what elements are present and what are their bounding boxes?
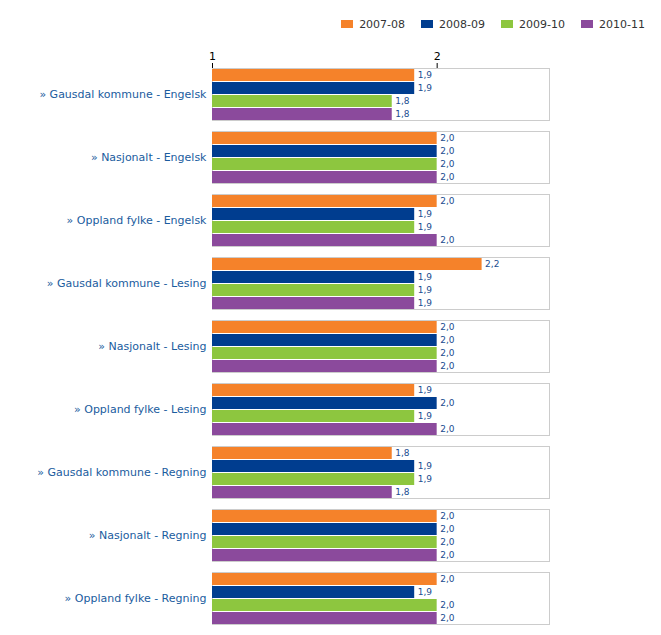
svg-text:1,9: 1,9 xyxy=(418,70,433,80)
html-text:2008-09: 2008-09 xyxy=(439,17,486,31)
svg-text:2,0: 2,0 xyxy=(440,524,455,534)
svg-text:1,9: 1,9 xyxy=(418,298,433,308)
svg-text:1,8: 1,8 xyxy=(395,109,410,119)
svg-text:2,0: 2,0 xyxy=(440,361,455,371)
svg-text:» Oppland fylke - Lesing: » Oppland fylke - Lesing xyxy=(74,403,207,416)
svg-text:1,8: 1,8 xyxy=(395,96,410,106)
svg-text:» Nasjonalt - Regning: » Nasjonalt - Regning xyxy=(89,529,207,542)
svg-text:2,0: 2,0 xyxy=(440,574,455,584)
svg-text:2,0: 2,0 xyxy=(440,133,455,143)
svg-text:1,9: 1,9 xyxy=(418,411,433,421)
svg-text:1,9: 1,9 xyxy=(418,587,433,597)
svg-text:» Oppland fylke - Regning: » Oppland fylke - Regning xyxy=(65,592,207,605)
svg-text:2: 2 xyxy=(434,50,441,63)
svg-text:» Oppland fylke - Engelsk: » Oppland fylke - Engelsk xyxy=(67,214,208,227)
svg-text:1,9: 1,9 xyxy=(418,461,433,471)
svg-text:1,9: 1,9 xyxy=(418,222,433,232)
svg-text:1,9: 1,9 xyxy=(418,272,433,282)
svg-text:1,8: 1,8 xyxy=(395,487,410,497)
html-text:2009-10: 2009-10 xyxy=(519,17,565,31)
svg-text:2,0: 2,0 xyxy=(440,424,455,434)
svg-text:» Nasjonalt - Engelsk: » Nasjonalt - Engelsk xyxy=(91,151,207,164)
html-text:2007-08: 2007-08 xyxy=(359,17,406,31)
svg-text:2,0: 2,0 xyxy=(440,348,455,358)
svg-text:» Gausdal kommune - Regning: » Gausdal kommune - Regning xyxy=(37,466,206,479)
svg-text:2,0: 2,0 xyxy=(440,511,455,521)
svg-text:2,0: 2,0 xyxy=(440,398,455,408)
svg-text:» Gausdal kommune - Engelsk: » Gausdal kommune - Engelsk xyxy=(39,88,207,101)
html-text:2010-11: 2010-11 xyxy=(599,17,645,31)
svg-text:1: 1 xyxy=(209,50,216,63)
svg-text:2,0: 2,0 xyxy=(440,600,455,610)
svg-text:2,0: 2,0 xyxy=(440,322,455,332)
svg-text:2,0: 2,0 xyxy=(440,537,455,547)
svg-text:2,0: 2,0 xyxy=(440,196,455,206)
svg-text:1,9: 1,9 xyxy=(418,474,433,484)
svg-text:2,0: 2,0 xyxy=(440,335,455,345)
svg-text:2,0: 2,0 xyxy=(440,159,455,169)
svg-text:2,2: 2,2 xyxy=(485,259,499,269)
svg-text:1,9: 1,9 xyxy=(418,285,433,295)
svg-text:2,0: 2,0 xyxy=(440,613,455,623)
svg-text:2,0: 2,0 xyxy=(440,146,455,156)
svg-text:1,9: 1,9 xyxy=(418,209,433,219)
svg-text:1,9: 1,9 xyxy=(418,83,433,93)
svg-text:2,0: 2,0 xyxy=(440,235,455,245)
svg-text:» Nasjonalt - Lesing: » Nasjonalt - Lesing xyxy=(98,340,206,353)
svg-text:2,0: 2,0 xyxy=(440,172,455,182)
svg-text:1,9: 1,9 xyxy=(418,385,433,395)
svg-text:2,0: 2,0 xyxy=(440,550,455,560)
svg-text:1,8: 1,8 xyxy=(395,448,410,458)
svg-text:» Gausdal kommune - Lesing: » Gausdal kommune - Lesing xyxy=(47,277,207,290)
